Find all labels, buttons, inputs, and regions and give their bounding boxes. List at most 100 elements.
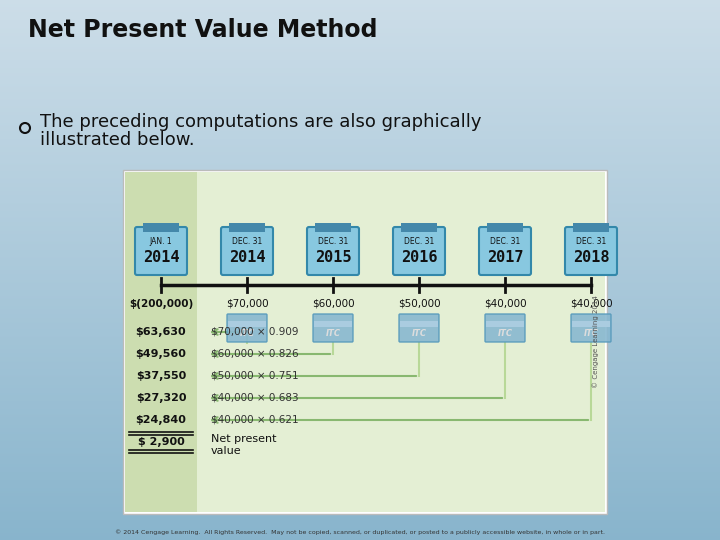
Bar (0, 101, 720, 102)
Bar (0, 92, 720, 93)
Bar (0, 424, 720, 425)
Bar (0, 23, 720, 24)
Bar (0, 297, 720, 298)
Bar (0, 439, 720, 440)
Bar (0, 161, 720, 162)
Bar (0, 46, 720, 47)
Bar (0, 417, 720, 418)
Bar (0, 176, 720, 177)
Text: $60,000: $60,000 (312, 299, 354, 309)
Bar (0, 501, 720, 502)
Bar (0, 307, 720, 308)
Bar (0, 174, 720, 175)
Bar (0, 338, 720, 339)
Bar (0, 526, 720, 527)
Bar (0, 450, 720, 451)
Bar (0, 150, 720, 151)
Bar (0, 189, 720, 190)
Bar (0, 252, 720, 253)
Bar (0, 430, 720, 431)
Bar (0, 82, 720, 83)
Bar (0, 358, 720, 359)
Bar (0, 452, 720, 453)
Bar (0, 415, 720, 416)
Bar (0, 467, 720, 468)
Bar (0, 521, 720, 522)
Bar (0, 455, 720, 456)
Bar (0, 175, 720, 176)
Text: 2018: 2018 (572, 250, 609, 265)
Bar (0, 468, 720, 469)
Bar (0, 453, 720, 454)
Bar (0, 470, 720, 471)
Bar (0, 320, 720, 321)
Bar (0, 217, 720, 218)
Bar (0, 232, 720, 233)
Bar (0, 299, 720, 300)
Bar (0, 121, 720, 122)
Bar (0, 62, 720, 63)
Bar (0, 474, 720, 475)
Bar (0, 90, 720, 91)
Bar (0, 213, 720, 214)
Bar (0, 71, 720, 72)
Bar (0, 171, 720, 172)
Bar (0, 57, 720, 58)
Bar (0, 483, 720, 484)
Bar (0, 188, 720, 189)
Bar (0, 437, 720, 438)
Bar (0, 133, 720, 134)
Bar (0, 393, 720, 394)
Bar (0, 444, 720, 445)
Bar (0, 254, 720, 255)
Bar (0, 404, 720, 405)
Bar (0, 55, 720, 56)
Bar (0, 231, 720, 232)
Bar (0, 295, 720, 296)
Bar (0, 9, 720, 10)
Bar (0, 63, 720, 64)
Text: $49,560: $49,560 (135, 349, 186, 359)
Bar (0, 275, 720, 276)
Bar (0, 322, 720, 323)
Bar (0, 173, 720, 174)
Bar (0, 154, 720, 155)
Bar (0, 330, 720, 331)
Bar (0, 266, 720, 267)
Bar (0, 6, 720, 7)
Bar (0, 15, 720, 16)
Bar (0, 192, 720, 193)
Bar (0, 40, 720, 41)
Bar (0, 74, 720, 75)
Bar (0, 56, 720, 57)
Bar (0, 68, 720, 69)
Bar (0, 234, 720, 235)
Bar (0, 379, 720, 380)
Bar (0, 202, 720, 203)
Bar (0, 170, 720, 171)
Bar (0, 462, 720, 463)
Bar (0, 255, 720, 256)
Bar (0, 125, 720, 126)
Bar (0, 26, 720, 27)
Bar (0, 390, 720, 391)
Bar (0, 456, 720, 457)
Bar (0, 106, 720, 107)
Bar (0, 471, 720, 472)
Bar (0, 214, 720, 215)
Bar (0, 211, 720, 212)
Bar (0, 510, 720, 511)
FancyBboxPatch shape (399, 314, 439, 342)
Bar (0, 110, 720, 111)
Bar (0, 365, 720, 366)
FancyBboxPatch shape (135, 227, 187, 275)
Bar (0, 246, 720, 247)
Bar (0, 230, 720, 231)
Text: 2015: 2015 (315, 250, 351, 265)
Bar (0, 39, 720, 40)
Bar (0, 303, 720, 304)
Bar (0, 81, 720, 82)
Bar (0, 518, 720, 519)
Bar (0, 426, 720, 427)
Bar (0, 327, 720, 328)
